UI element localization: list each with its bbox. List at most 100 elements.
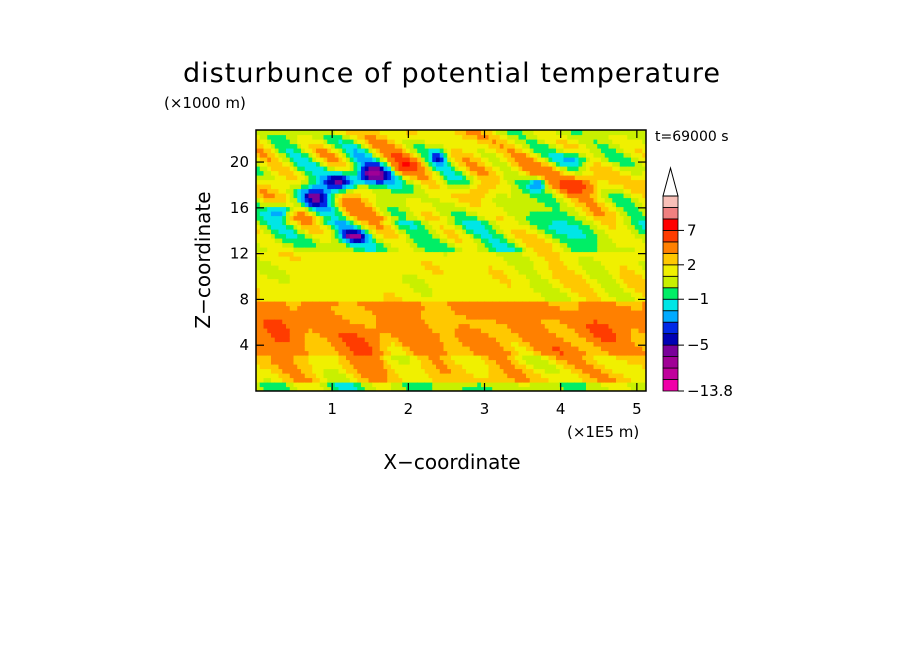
field-cell — [368, 301, 373, 307]
field-cell — [308, 206, 313, 212]
field-cell — [567, 251, 572, 257]
field-cell — [428, 274, 433, 280]
field-cell — [537, 355, 542, 361]
field-cell — [522, 386, 527, 391]
field-cell — [417, 139, 422, 145]
field-cell — [574, 341, 580, 347]
field-cell — [304, 260, 310, 266]
field-cell — [338, 346, 343, 352]
field-cell — [289, 139, 295, 145]
field-cell — [312, 247, 317, 253]
field-cell — [312, 278, 317, 284]
field-cell — [533, 301, 538, 307]
field-cell — [522, 220, 527, 226]
field-cell — [316, 175, 321, 181]
field-cell — [514, 224, 520, 230]
field-cell — [436, 139, 441, 145]
field-cell — [319, 287, 325, 293]
field-cell — [462, 386, 467, 391]
field-cell — [499, 238, 505, 244]
field-cell — [447, 206, 452, 212]
field-cell — [522, 134, 527, 140]
field-cell — [301, 211, 306, 217]
field-cell — [514, 229, 520, 235]
field-cell — [488, 148, 493, 154]
field-cell — [361, 175, 366, 181]
field-cell — [537, 202, 542, 208]
field-cell — [439, 368, 445, 374]
field-cell — [323, 193, 328, 199]
field-cell — [286, 206, 291, 212]
field-cell — [316, 157, 321, 163]
field-cell — [522, 373, 527, 379]
field-cell — [469, 197, 475, 203]
field-cell — [466, 269, 471, 275]
field-cell — [357, 355, 362, 361]
field-cell — [473, 310, 478, 316]
field-cell — [316, 233, 321, 239]
field-cell — [271, 292, 276, 298]
field-cell — [349, 202, 355, 208]
field-cell — [428, 256, 433, 262]
field-cell — [481, 130, 486, 136]
field-cell — [421, 359, 426, 365]
field-cell — [259, 242, 265, 248]
field-cell — [526, 157, 531, 163]
field-cell — [409, 368, 415, 374]
field-cell — [342, 278, 347, 284]
field-cell — [552, 211, 557, 217]
field-cell — [526, 247, 531, 253]
field-cell — [537, 161, 542, 167]
field-cell — [293, 157, 298, 163]
field-cell — [256, 332, 261, 338]
field-cell — [462, 166, 467, 172]
field-cell — [316, 319, 321, 325]
field-cell — [263, 301, 268, 307]
field-cell — [436, 274, 441, 280]
field-cell — [484, 229, 490, 235]
field-cell — [503, 211, 508, 217]
field-cell — [548, 170, 553, 176]
field-cell — [263, 332, 268, 338]
field-cell — [496, 260, 501, 266]
field-cell — [574, 287, 580, 293]
field-cell — [428, 215, 433, 221]
field-cell — [503, 251, 508, 257]
field-cell — [391, 386, 396, 391]
field-cell — [391, 274, 396, 280]
field-cell — [454, 139, 460, 145]
field-cell — [316, 256, 321, 262]
field-cell — [484, 328, 490, 334]
field-cell — [368, 346, 373, 352]
field-cell — [477, 148, 482, 154]
field-cell — [436, 332, 441, 338]
field-cell — [552, 242, 557, 248]
field-cell — [529, 368, 535, 374]
field-cell — [458, 274, 463, 280]
field-cell — [274, 256, 280, 262]
field-cell — [402, 382, 407, 388]
field-cell — [567, 242, 572, 248]
field-cell — [466, 382, 471, 388]
field-cell — [541, 346, 546, 352]
field-cell — [533, 368, 538, 374]
field-cell — [533, 269, 538, 275]
field-cell — [327, 310, 332, 316]
field-cell — [439, 260, 445, 266]
field-cell — [454, 143, 460, 149]
field-cell — [417, 305, 422, 311]
field-cell — [278, 206, 283, 212]
field-cell — [503, 242, 508, 248]
field-cell — [361, 220, 366, 226]
field-cell — [421, 247, 426, 253]
field-cell — [282, 305, 287, 311]
field-cell — [256, 242, 261, 248]
field-cell — [529, 269, 535, 275]
field-cell — [323, 161, 328, 167]
field-cell — [469, 287, 475, 293]
field-cell — [263, 184, 268, 190]
field-cell — [334, 224, 340, 230]
field-cell — [368, 269, 373, 275]
field-cell — [383, 260, 388, 266]
field-cell — [383, 170, 388, 176]
